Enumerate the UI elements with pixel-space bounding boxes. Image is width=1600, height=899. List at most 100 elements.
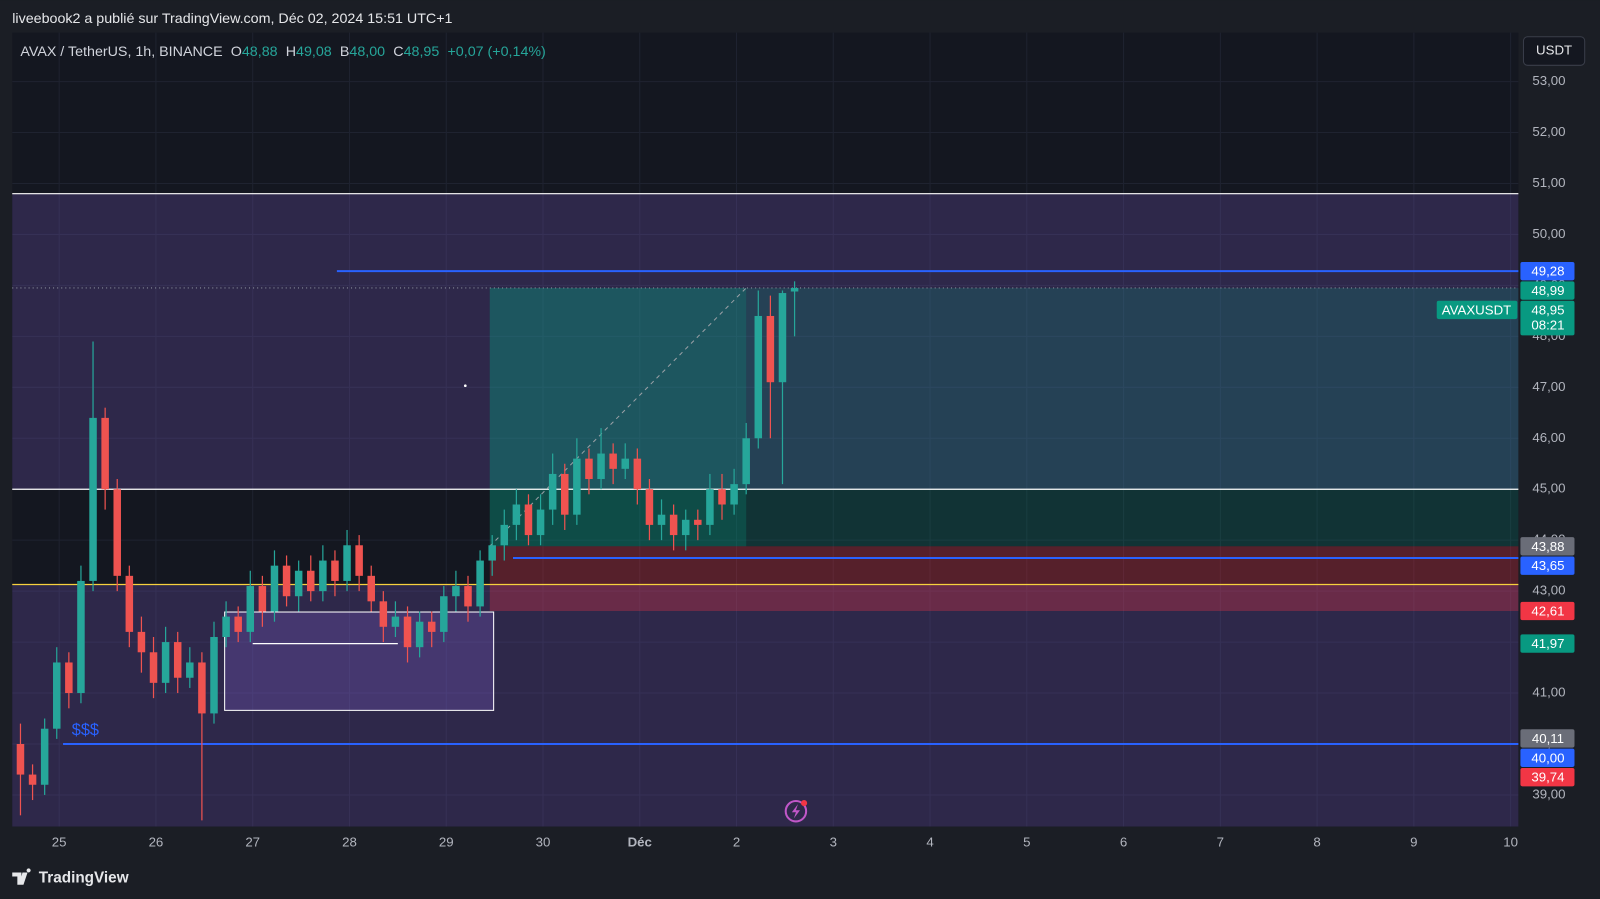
candle-body [415,621,424,648]
price-label: 43,65 [1531,558,1564,573]
logo [12,868,31,885]
y-tick-label: 41,00 [1532,685,1565,700]
brand: TradingView [39,870,129,887]
candle-body [427,621,436,632]
candle-body [609,453,617,469]
legend-value: 48,95 [404,44,440,60]
candle-body [40,728,49,785]
candle-body [403,616,412,648]
countdown: 08:21 [1531,318,1564,333]
candle-body [440,596,448,632]
x-tick-label: 25 [52,834,67,849]
candle-body [681,519,690,536]
price-label: 49,28 [1531,264,1564,279]
candle-body [101,417,109,490]
legend-key: H [286,44,296,60]
candle-body [113,489,121,576]
candle-body [512,504,521,525]
x-tick-label: 3 [830,834,837,849]
candle-body [778,293,787,383]
icon-dot[interactable] [801,800,808,807]
price-label: 48,95 [1531,302,1564,317]
x-tick-label: 30 [536,834,551,849]
candle-body [669,514,678,536]
x-tick-label: 27 [245,834,260,849]
candle-body [754,315,763,439]
candle-body [331,560,339,581]
price-badge [1520,729,1575,748]
legend-value: 48,00 [349,44,385,60]
candle-body [234,616,242,632]
price-badge [1520,748,1575,767]
y-tick-label: 51,00 [1532,175,1565,190]
x-tick-label: 2 [733,834,740,849]
logo-mark [12,868,31,885]
y-tick-label: 52,00 [1532,124,1565,139]
candle-body [573,458,581,515]
candle-body [355,545,363,576]
candle-body [657,514,666,525]
currency[interactable]: USDT [1536,43,1572,58]
candle-body [464,586,472,607]
candle-body [186,662,194,678]
x-tick-label: 26 [149,834,164,849]
lightning-icon[interactable] [784,800,808,823]
candle-body [718,489,726,505]
x-tick-label: 7 [1217,834,1224,849]
candle-body [270,565,279,612]
y-tick-label: 53,00 [1532,73,1565,88]
x-tick-label: 28 [342,834,357,849]
candle-body [561,473,569,515]
price-badge [1520,556,1575,575]
icon-bolt[interactable] [791,804,800,819]
candle-body [222,616,230,637]
zone [12,193,1519,490]
candle-body [307,570,315,592]
x-tick-label: 29 [439,834,454,849]
legend-change: +0,07 (+0,14%) [447,44,545,60]
annotation: $$$ [72,721,99,739]
candle-body [282,565,291,597]
candle-body [367,575,375,602]
currency-button[interactable] [1522,36,1586,66]
symbol-tag: AVAXUSDT [1442,302,1511,317]
y-tick-label: 39,00 [1532,786,1565,801]
candle-body [210,636,218,714]
legend: AVAX / TetherUS, 1h, BINANCE O48,88 H49,08… [20,44,545,60]
x-tick-label: Déc [628,834,652,849]
legend-symbol: AVAX / TetherUS, 1h, BINANCE [20,44,222,60]
trade-path [489,287,747,547]
zone [12,584,1519,827]
candle-body [379,601,388,627]
candle-body [343,545,351,581]
candle-body [452,586,460,597]
candle-body [536,509,545,536]
legend-value: 49,08 [296,44,332,60]
layers: 39,0040,0041,0042,0043,0044,0045,0046,00… [12,32,1575,849]
x-tick-label: 6 [1120,834,1127,849]
candle-body [53,662,61,729]
price-label: 48,99 [1531,283,1564,298]
price-label: 43,88 [1531,539,1564,554]
price-label: 42,61 [1531,604,1564,619]
candle-body [149,652,158,683]
x-tick-label: 5 [1023,834,1030,849]
candle-body [198,662,206,714]
candle-body [633,458,642,490]
icon-ring[interactable] [784,800,808,823]
x-tick-label: 8 [1313,834,1320,849]
candle-body [77,580,85,694]
candle-body [246,586,255,632]
candle-body [766,315,775,383]
candle-body [173,642,182,678]
candle-body [125,575,134,632]
legend-key: B [340,44,350,60]
y-tick-label: 47,00 [1532,379,1565,394]
price-badge [1520,281,1575,300]
dot [463,384,467,388]
candle-body [391,616,400,627]
x-tick-label: 10 [1503,834,1518,849]
candle-body [524,504,533,536]
candle-body [500,524,509,546]
